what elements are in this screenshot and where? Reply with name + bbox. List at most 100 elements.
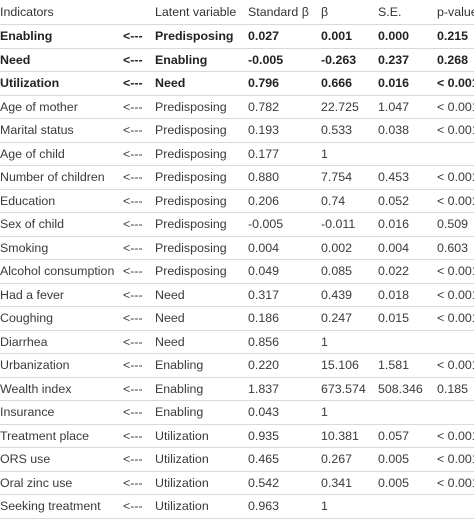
latent-variable-cell: Utilization [155, 499, 209, 514]
indicator-cell: Sex of child [0, 217, 65, 232]
table-row: Enabling <--- Predisposing 0.027 0.001 0.000 0… [0, 25, 474, 49]
beta-cell: -0.011 [321, 217, 356, 232]
beta-cell: 0.666 [321, 76, 353, 91]
indicator-cell: Smoking [0, 240, 49, 255]
arrow-cell: <--- [123, 358, 143, 373]
beta-cell: 1 [321, 405, 328, 420]
indicator-cell: Age of child [0, 146, 65, 161]
indicator-cell: ORS use [0, 452, 51, 467]
latent-variable-cell: Enabling [155, 52, 208, 67]
beta-cell: -0.263 [321, 52, 357, 67]
standard-beta-cell: -0.005 [248, 52, 284, 67]
table-row: Urbanization <--- Enabling 0.220 15.106 1.581… [0, 354, 474, 378]
arrow-cell: <--- [123, 146, 143, 161]
arrow-cell: <--- [123, 52, 143, 67]
latent-variable-cell: Need [155, 334, 185, 349]
table-row: Marital status <--- Predisposing 0.193 0.533… [0, 119, 474, 143]
se-cell: 0.453 [378, 170, 410, 185]
indicator-cell: Age of mother [0, 99, 78, 114]
arrow-cell: <--- [123, 99, 143, 114]
table-row: Diarrhea <--- Need 0.856 1 [0, 331, 474, 354]
latent-variable-cell: Need [155, 76, 186, 91]
se-cell: 508.346 [378, 381, 423, 396]
se-cell: 0.015 [378, 311, 410, 326]
standard-beta-cell: 0.782 [248, 99, 280, 114]
indicator-cell: Oral zinc use [0, 475, 73, 490]
standard-beta-cell: 0.880 [248, 170, 280, 185]
table-row: Number of children <--- Predisposing 0.880 7… [0, 166, 474, 190]
indicator-cell: Treatment place [0, 428, 90, 443]
p-value-cell: 0.603 [437, 240, 469, 255]
indicator-cell: Had a fever [0, 287, 65, 302]
indicator-cell: Utilization [0, 76, 60, 91]
header-p-value: p-value [437, 5, 474, 19]
se-cell: 0.052 [378, 193, 410, 208]
table-row: Treatment place <--- Utilization 0.935 10.38… [0, 425, 474, 448]
latent-variable-cell: Enabling [155, 358, 204, 373]
standard-beta-cell: 0.542 [248, 475, 280, 490]
arrow-cell: <--- [123, 170, 143, 185]
beta-cell: 0.247 [321, 311, 353, 326]
standard-beta-cell: 0.193 [248, 123, 280, 138]
table-row: Sex of child <--- Predisposing -0.005 -0.011… [0, 213, 474, 237]
indicator-cell: Insurance [0, 405, 55, 420]
standard-beta-cell: 0.465 [248, 452, 280, 467]
indicator-cell: Education [0, 193, 56, 208]
header-standard-beta: Standard β [248, 5, 309, 19]
table-row: Insurance <--- Enabling 0.043 1 [0, 401, 474, 425]
latent-variable-cell: Enabling [155, 405, 204, 420]
arrow-cell: <--- [123, 311, 143, 326]
indicator-cell: Urbanization [0, 358, 70, 373]
latent-variable-cell: Predisposing [155, 240, 227, 255]
standard-beta-cell: 0.935 [248, 428, 280, 443]
latent-variable-cell: Need [155, 311, 185, 326]
table-row: Wealth index <--- Enabling 1.837 673.574 508.… [0, 378, 474, 401]
p-value-cell: 0.268 [437, 52, 469, 67]
table-row: Smoking <--- Predisposing 0.004 0.002 0.004 0.… [0, 237, 474, 260]
latent-variable-cell: Utilization [155, 452, 209, 467]
header-indicators: Indicators [0, 5, 54, 19]
arrow-cell: <--- [123, 475, 143, 490]
beta-cell: 0.74 [321, 193, 346, 208]
indicator-cell: Wealth index [0, 381, 72, 396]
se-cell: 0.005 [378, 452, 410, 467]
arrow-cell: <--- [123, 193, 143, 208]
standard-beta-cell: 0.004 [248, 240, 280, 255]
p-value-cell: < 0.001 [437, 99, 474, 114]
latent-variable-cell: Predisposing [155, 146, 227, 161]
indicator-cell: Number of children [0, 170, 105, 185]
p-value-cell: < 0.001 [437, 311, 474, 326]
p-value-cell: < 0.001 [437, 475, 474, 490]
beta-cell: 0.533 [321, 123, 353, 138]
beta-cell: 0.341 [321, 475, 353, 490]
table-row: Seeking treatment <--- Utilization 0.963 1 [0, 495, 474, 519]
standard-beta-cell: 0.206 [248, 193, 280, 208]
latent-variable-cell: Predisposing [155, 264, 227, 279]
se-cell: 0.000 [378, 29, 410, 44]
table-row: ORS use <--- Utilization 0.465 0.267 0.005 < 0… [0, 448, 474, 472]
p-value-cell: < 0.001 [437, 428, 474, 443]
se-cell: 0.004 [378, 240, 410, 255]
beta-cell: 10.381 [321, 428, 359, 443]
latent-variable-cell: Predisposing [155, 193, 227, 208]
standard-beta-cell: 0.043 [248, 405, 280, 420]
arrow-cell: <--- [123, 405, 143, 420]
beta-cell: 15.106 [321, 358, 359, 373]
p-value-cell: 0.185 [437, 381, 469, 396]
arrow-cell: <--- [123, 240, 143, 255]
beta-cell: 0.267 [321, 452, 353, 467]
indicator-cell: Seeking treatment [0, 499, 101, 514]
beta-cell: 1 [321, 146, 328, 161]
p-value-cell: < 0.001 [437, 358, 474, 373]
header-beta: β [321, 5, 329, 19]
se-cell: 0.057 [378, 428, 410, 443]
beta-cell: 22.725 [321, 99, 359, 114]
se-cell: 1.047 [378, 99, 410, 114]
beta-cell: 1 [321, 499, 328, 514]
indicator-cell: Diarrhea [0, 334, 48, 349]
standard-beta-cell: 0.220 [248, 358, 280, 373]
indicator-cell: Coughing [0, 311, 54, 326]
standard-beta-cell: 0.796 [248, 76, 280, 91]
arrow-cell: <--- [123, 334, 143, 349]
latent-variable-cell: Enabling [155, 381, 204, 396]
